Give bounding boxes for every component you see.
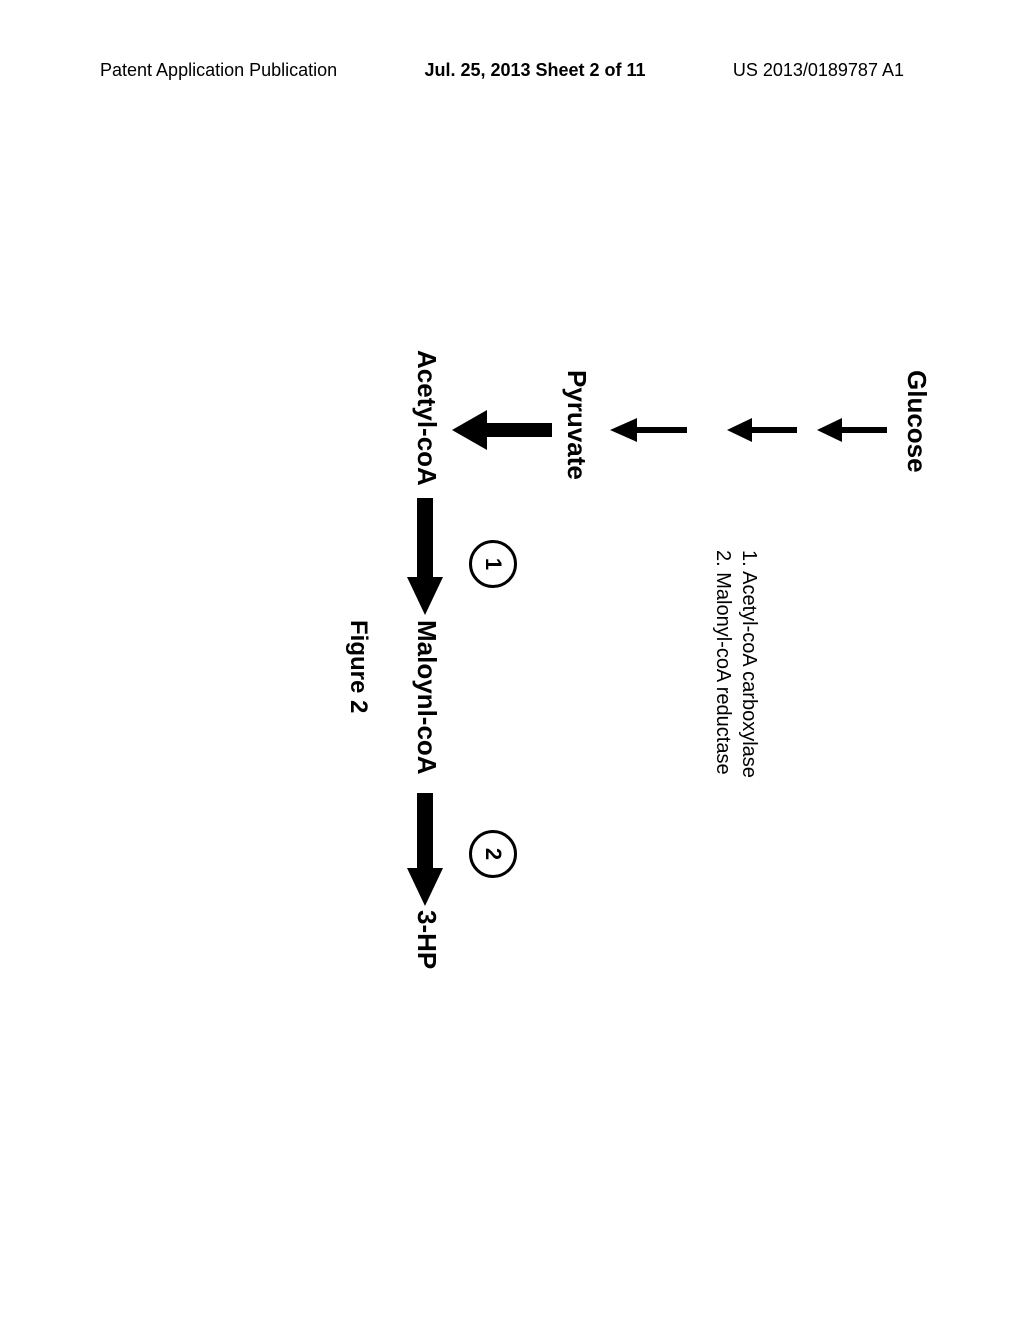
arrow-malonyl-3hp xyxy=(403,790,447,908)
figure-label: Figure 2 xyxy=(344,620,372,713)
enzyme-marker-1: 1 xyxy=(469,540,517,588)
header-right: US 2013/0189787 A1 xyxy=(733,60,904,81)
enzyme-marker-1-label: 1 xyxy=(480,558,506,570)
enzyme-marker-2: 2 xyxy=(469,830,517,878)
arrow-acetyl-malonyl xyxy=(403,495,447,617)
node-acetyl: Acetyl-coA xyxy=(411,350,442,486)
header-center: Jul. 25, 2013 Sheet 2 of 11 xyxy=(424,60,645,81)
enzyme-marker-2-label: 2 xyxy=(480,848,506,860)
legend-line-1: 1. Acetyl-coA carboxylase xyxy=(736,550,762,778)
arrow-pyruvate-acetyl xyxy=(447,403,557,457)
node-product: 3-HP xyxy=(411,910,442,969)
node-malonyl: Maloynl-coA xyxy=(411,620,442,775)
node-glucose: Glucose xyxy=(901,370,932,473)
legend-line-2: 2. Malonyl-coA reductase xyxy=(710,550,736,778)
arrow-glucose-step3 xyxy=(602,410,692,450)
arrow-glucose-step1 xyxy=(812,410,892,450)
diagram-rotated-content: Glucose Pyruvate Acetyl-coA Maloynl-coA … xyxy=(62,330,962,990)
arrow-glucose-step2 xyxy=(722,410,802,450)
page-header: Patent Application Publication Jul. 25, … xyxy=(0,60,1024,81)
diagram-container: Glucose Pyruvate Acetyl-coA Maloynl-coA … xyxy=(62,330,962,990)
node-pyruvate: Pyruvate xyxy=(561,370,592,480)
header-left: Patent Application Publication xyxy=(100,60,337,81)
enzyme-legend: 1. Acetyl-coA carboxylase 2. Malonyl-coA… xyxy=(710,550,762,778)
